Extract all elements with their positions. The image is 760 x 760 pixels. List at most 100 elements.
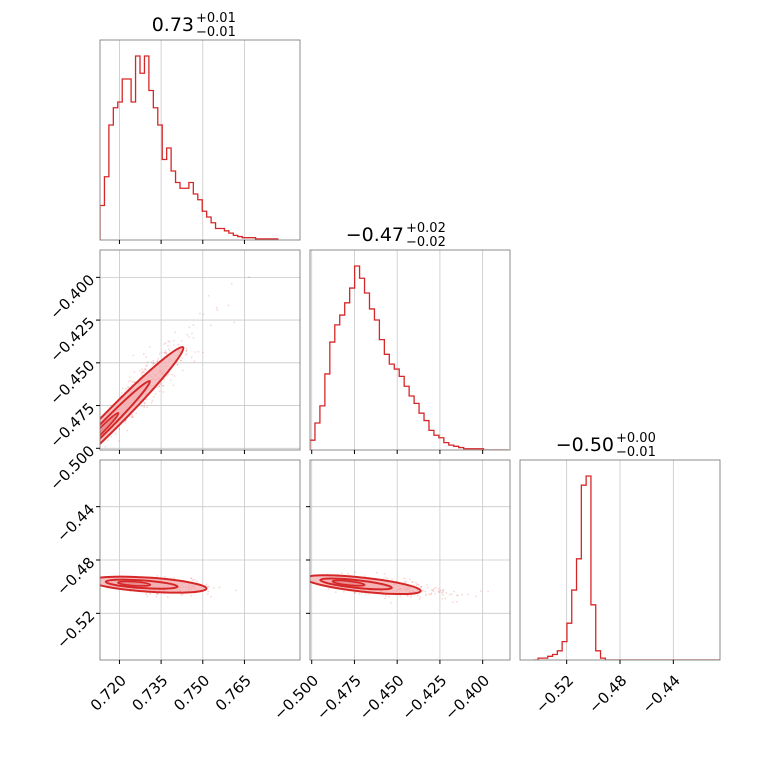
sample-point — [158, 390, 161, 393]
title-lower: −0.01 — [196, 25, 236, 40]
sample-point — [143, 368, 146, 371]
sample-point — [358, 593, 361, 596]
sample-point — [199, 312, 201, 315]
sample-point — [155, 595, 158, 598]
sample-point — [146, 364, 148, 367]
x-tick-label: −0.400 — [441, 671, 493, 723]
sample-point — [207, 294, 210, 297]
sample-point — [430, 592, 433, 595]
sample-point — [146, 361, 149, 363]
sample-point — [180, 593, 182, 596]
histogram-step-line — [533, 475, 720, 660]
sample-point — [426, 586, 429, 589]
sample-point — [163, 351, 166, 354]
title-median: −0.47 — [346, 224, 404, 246]
sample-point — [154, 392, 157, 395]
sample-point — [162, 384, 165, 387]
sample-point — [162, 391, 165, 393]
sample-point — [432, 590, 435, 593]
sample-point — [450, 593, 453, 595]
sample-point — [141, 371, 144, 373]
sample-point — [347, 572, 350, 575]
sample-point — [215, 307, 218, 309]
sample-point — [156, 575, 159, 577]
sample-point — [453, 590, 456, 593]
sample-point — [186, 352, 188, 355]
sample-point — [439, 589, 442, 592]
sample-point — [121, 387, 124, 390]
sample-point — [150, 401, 153, 404]
sample-point — [328, 588, 330, 590]
sample-point — [152, 363, 154, 366]
sample-point — [125, 388, 128, 390]
sample-point — [364, 593, 367, 595]
sample-point — [387, 577, 389, 580]
sample-point — [158, 385, 161, 388]
sample-point — [145, 365, 148, 367]
sample-point — [202, 313, 205, 316]
sample-point — [424, 594, 427, 597]
sample-point — [188, 336, 190, 338]
sample-point — [120, 392, 123, 395]
joint-panel-0-1: −0.500−0.475−0.450−0.425−0.400 — [46, 249, 301, 494]
sample-point — [399, 595, 402, 598]
sample-point — [155, 386, 158, 389]
sample-point — [145, 593, 148, 595]
panel-content — [533, 460, 720, 660]
sample-point — [190, 356, 193, 359]
sample-point — [342, 590, 345, 593]
sample-point — [230, 282, 233, 285]
sample-point — [104, 445, 107, 448]
sample-point — [428, 593, 430, 596]
sample-point — [185, 347, 188, 350]
x-tick-label: −0.500 — [270, 671, 322, 723]
sample-point — [205, 583, 208, 586]
sample-point — [176, 364, 179, 366]
sample-point — [207, 585, 210, 588]
x-tick-label: −0.425 — [398, 671, 450, 723]
sample-point — [118, 428, 121, 431]
sample-point — [145, 398, 148, 401]
y-tick-label: −0.500 — [46, 442, 98, 494]
sample-point — [367, 593, 370, 595]
sample-point — [158, 385, 161, 388]
sample-point — [194, 351, 197, 353]
sample-point — [165, 351, 167, 354]
sample-point — [442, 593, 444, 596]
title-lower: −0.02 — [406, 235, 446, 250]
sample-point — [143, 402, 146, 404]
sample-point — [139, 369, 141, 372]
sample-point — [152, 359, 155, 362]
sample-point — [420, 585, 423, 588]
sample-point — [172, 339, 175, 342]
sample-point — [167, 348, 170, 350]
sample-point — [431, 589, 434, 591]
sample-point — [179, 359, 182, 362]
sample-point — [192, 324, 195, 326]
sample-point — [152, 362, 155, 364]
sample-point — [164, 575, 167, 578]
sample-point — [210, 595, 212, 598]
sample-point — [334, 591, 337, 593]
histogram-panel-1: −0.47 +0.02−0.02 — [309, 221, 511, 454]
title-upper: +0.00 — [616, 431, 656, 446]
panel-background — [100, 40, 300, 240]
title-lower: −0.01 — [616, 445, 656, 460]
density-contours — [100, 575, 208, 594]
sample-point — [419, 587, 422, 589]
histogram-panel-0: 0.73 +0.01−0.01 — [99, 11, 301, 244]
sample-point — [411, 580, 414, 583]
sample-point — [146, 595, 149, 598]
density-contours — [100, 345, 185, 450]
sample-point — [156, 592, 159, 595]
contour-inner — [100, 412, 120, 450]
sample-point — [248, 276, 251, 278]
sample-point — [126, 429, 129, 432]
x-tick-label: −0.52 — [532, 671, 577, 716]
sample-point — [133, 371, 136, 374]
panel-content — [100, 40, 279, 240]
sample-point — [384, 594, 387, 597]
sample-point — [168, 349, 171, 352]
sample-point — [233, 321, 236, 324]
x-tick-label: 0.765 — [212, 671, 255, 714]
